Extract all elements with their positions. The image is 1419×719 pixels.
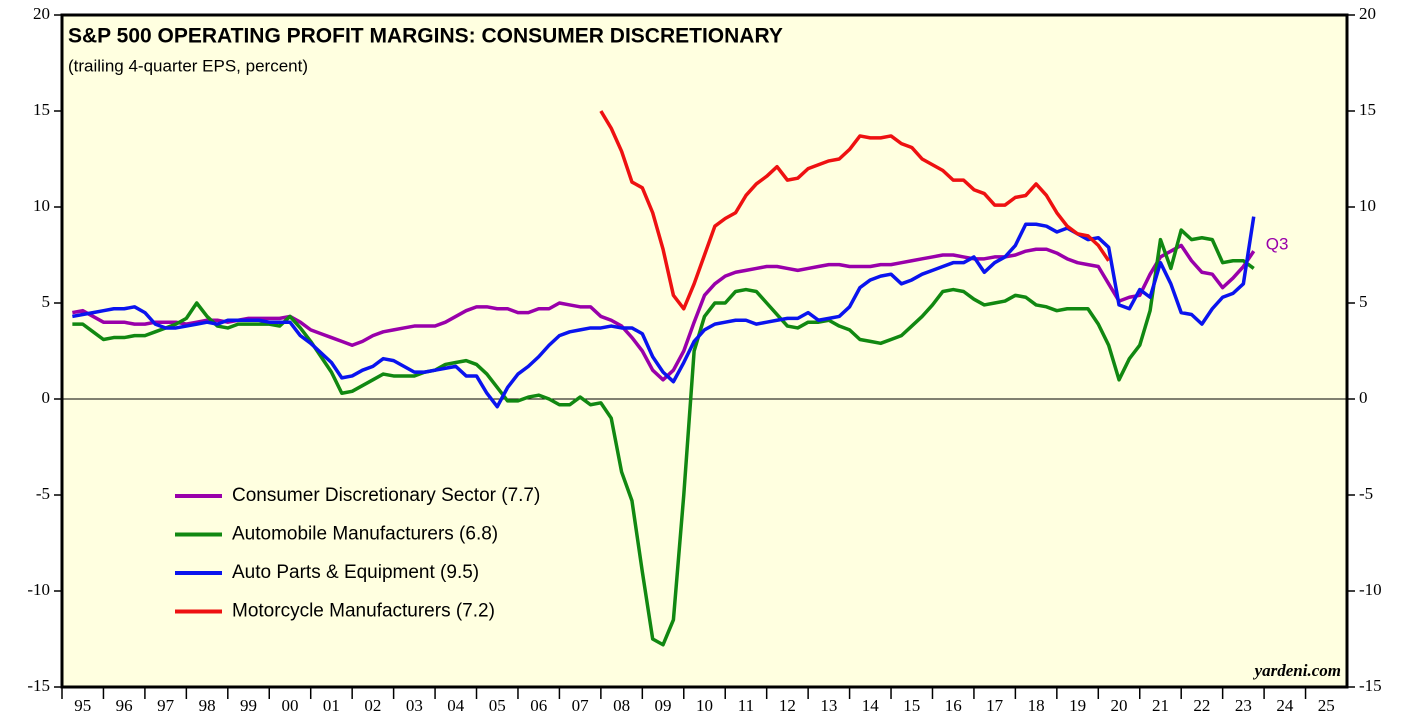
series-line: [72, 243, 1256, 382]
y2-tick-label: -10: [1359, 580, 1382, 599]
x-tick-label: 10: [696, 696, 713, 715]
y-tick-label: 0: [42, 388, 51, 407]
legend: Consumer Discretionary Sector (7.7) Autom…: [175, 485, 540, 622]
x-tick-label: 03: [406, 696, 423, 715]
chart-subtitle: (trailing 4-quarter EPS, percent): [68, 56, 308, 75]
x-tick-label: 24: [1276, 696, 1294, 715]
x-tick-label: 14: [862, 696, 880, 715]
x-tick-label: 97: [157, 696, 175, 715]
x-tick-label: 04: [447, 696, 465, 715]
x-tick-label: 96: [116, 696, 133, 715]
x-tick-label: 02: [364, 696, 381, 715]
y-tick-label: 20: [33, 4, 50, 23]
x-tick-label: 20: [1111, 696, 1128, 715]
x-tick-label: 08: [613, 696, 630, 715]
y2-tick-label: 20: [1359, 4, 1376, 23]
x-tick-label: 25: [1318, 696, 1335, 715]
x-tick-label: 98: [199, 696, 216, 715]
x-tick-label: 05: [489, 696, 506, 715]
y-tick-label: -10: [27, 580, 50, 599]
x-tick-label: 17: [986, 696, 1004, 715]
x-tick-label: 18: [1028, 696, 1045, 715]
legend-label: Automobile Manufacturers (6.8): [232, 524, 498, 545]
y2-tick-label: 5: [1359, 292, 1368, 311]
y-tick-label: -5: [36, 484, 50, 503]
plot-area: [60, 13, 1349, 689]
x-tick-label: 12: [779, 696, 796, 715]
series-line: [72, 228, 1255, 647]
y2-tick-label: 10: [1359, 196, 1376, 215]
y2-tick-label: -5: [1359, 484, 1373, 503]
x-tick-label: 00: [281, 696, 298, 715]
y2-tick-label: 0: [1359, 388, 1368, 407]
y2-tick-label: 15: [1359, 100, 1376, 119]
x-tick-label: 19: [1069, 696, 1086, 715]
x-tick-label: 11: [738, 696, 754, 715]
chart-title: S&P 500 OPERATING PROFIT MARGINS: CONSUM…: [68, 25, 783, 48]
x-tick-label: 95: [74, 696, 91, 715]
x-tick-label: 13: [820, 696, 837, 715]
y-tick-label: -15: [27, 676, 50, 695]
annotation: Q3: [1266, 235, 1289, 254]
x-tick-label: 07: [572, 696, 590, 715]
x-tick-label: 21: [1152, 696, 1169, 715]
x-tick-label: 16: [945, 696, 962, 715]
y-tick-label: 10: [33, 196, 50, 215]
legend-label: Consumer Discretionary Sector (7.7): [232, 485, 540, 506]
x-tick-label: 01: [323, 696, 340, 715]
x-tick-label: 22: [1193, 696, 1210, 715]
y-tick-label: 15: [33, 100, 50, 119]
x-tick-label: 06: [530, 696, 547, 715]
x-tick-label: 99: [240, 696, 257, 715]
x-tick-label: 23: [1235, 696, 1252, 715]
series-line: [599, 110, 1111, 311]
series-line: [72, 216, 1256, 409]
legend-label: Auto Parts & Equipment (9.5): [232, 562, 479, 583]
legend-label: Motorcycle Manufacturers (7.2): [232, 601, 495, 622]
y-tick-label: 5: [42, 292, 51, 311]
x-tick-label: 15: [903, 696, 920, 715]
y2-tick-label: -15: [1359, 676, 1382, 695]
source: yardeni.com: [1253, 661, 1341, 680]
x-tick-label: 09: [655, 696, 672, 715]
